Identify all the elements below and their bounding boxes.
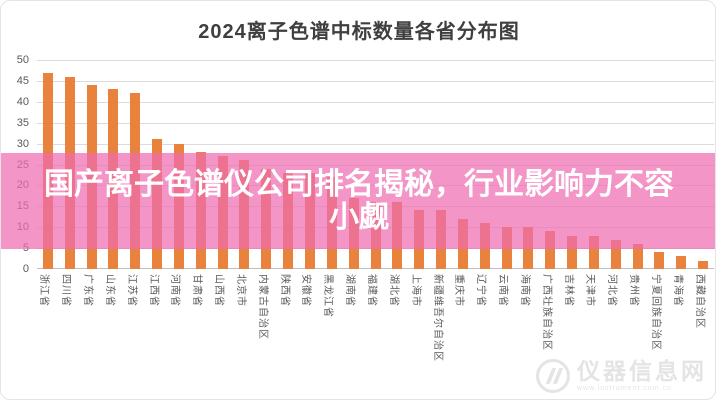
bar-广西壮族自治区	[545, 231, 556, 269]
x-axis-label-山东省: 山东省	[103, 274, 115, 307]
y-axis-tick-label-0: 0	[22, 263, 29, 275]
x-axis-label-黑龙江省: 黑龙江省	[322, 274, 334, 318]
x-axis-label-宁夏回族自治区: 宁夏回族自治区	[649, 274, 661, 351]
watermark-site-url: www.instrument.com.cn	[577, 385, 672, 392]
x-axis-label-云南省: 云南省	[497, 274, 509, 307]
x-axis-label-上海市: 上海市	[409, 274, 421, 307]
watermark-logo-icon	[536, 359, 570, 393]
y-axis-tick-label-35: 35	[16, 116, 29, 129]
x-axis-label-陕西省: 陕西省	[278, 274, 290, 307]
x-axis-label-海南省: 海南省	[518, 274, 530, 307]
x-axis-label-河北省: 河北省	[606, 274, 618, 307]
x-axis-label-青海省: 青海省	[671, 274, 683, 307]
gridline-35	[37, 122, 714, 124]
x-axis-label-重庆市: 重庆市	[453, 274, 465, 307]
x-axis-label-天津市: 天津市	[584, 274, 596, 307]
gridline-45	[37, 80, 714, 82]
bar-西藏自治区	[698, 260, 709, 269]
bar-宁夏回族自治区	[654, 252, 665, 269]
gridline-40	[37, 101, 714, 103]
x-axis-label-江苏省: 江苏省	[125, 274, 137, 307]
watermark: 仪器信息网 www.instrument.com.cn	[536, 359, 707, 393]
y-axis-tick-label-45: 45	[16, 74, 29, 87]
x-axis-label-广西壮族自治区: 广西壮族自治区	[540, 274, 552, 351]
x-axis-label-新疆维吾尔自治区: 新疆维吾尔自治区	[431, 274, 443, 362]
banner-text-line2: 小觑	[329, 201, 389, 234]
x-axis-label-内蒙古自治区: 内蒙古自治区	[256, 274, 268, 340]
x-axis-label-甘肃省: 甘肃省	[191, 274, 203, 307]
x-axis-label-四川省: 四川省	[60, 274, 72, 307]
x-axis-label-辽宁省: 辽宁省	[475, 274, 487, 307]
gridline-50	[37, 60, 714, 61]
banner-text-line1: 国产离子色谱仪公司排名揭秘，行业影响力不容	[44, 168, 674, 201]
bar-青海省	[676, 256, 687, 269]
x-axis-label-安徽省: 安徽省	[300, 274, 312, 307]
y-axis-tick-label-40: 40	[16, 95, 29, 108]
x-axis-label-吉林省: 吉林省	[562, 274, 574, 307]
watermark-site-name: 仪器信息网	[577, 358, 707, 384]
x-axis-label-河南省: 河南省	[169, 274, 181, 307]
x-axis-label-浙江省: 浙江省	[38, 274, 50, 307]
bar-河北省	[610, 239, 621, 269]
bar-天津市	[588, 235, 599, 269]
x-axis-label-贵州省: 贵州省	[628, 274, 640, 307]
x-axis-label-山西省: 山西省	[213, 274, 225, 307]
x-axis-label-湖北省: 湖北省	[387, 274, 399, 307]
x-axis-label-湖南省: 湖南省	[344, 274, 356, 307]
x-axis-label-北京市: 北京市	[234, 274, 246, 307]
x-axis-label-广东省: 广东省	[82, 274, 94, 307]
x-axis-label-江西省: 江西省	[147, 274, 159, 307]
bar-贵州省	[632, 243, 643, 269]
y-axis-tick-label-50: 50	[16, 54, 29, 66]
promo-banner-overlay: 国产离子色谱仪公司排名揭秘，行业影响力不容 小觑	[1, 153, 715, 249]
chart-title: 2024离子色谱中标数量各省分布图	[198, 21, 520, 43]
bar-吉林省	[567, 235, 578, 269]
gridline-30	[37, 143, 714, 145]
x-axis-label-西藏自治区: 西藏自治区	[693, 274, 705, 329]
y-axis-tick-label-30: 30	[16, 137, 29, 150]
x-axis-label-福建省: 福建省	[366, 274, 377, 307]
